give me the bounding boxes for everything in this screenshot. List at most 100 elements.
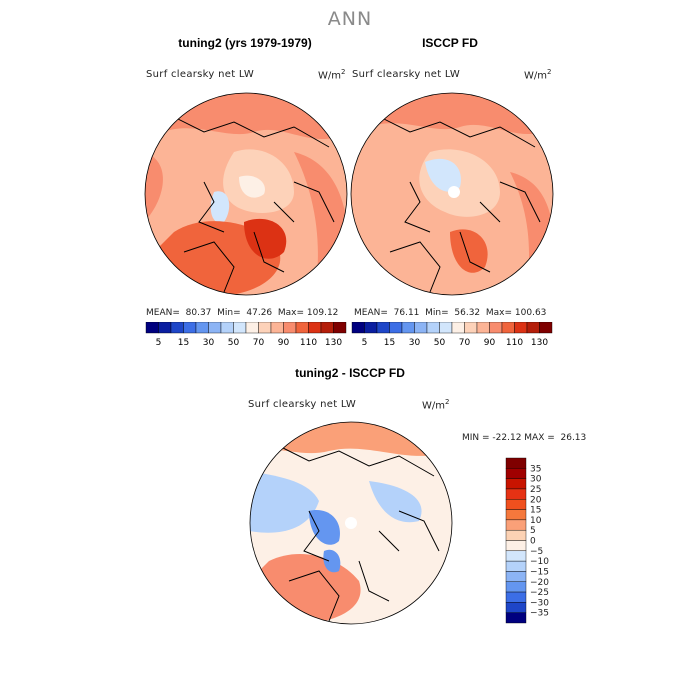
panel3-field-canada xyxy=(250,471,319,533)
panel2-colorbar: 5 15 30 50 70 90 110 130 xyxy=(351,322,553,348)
panel3-colorbar-swatch xyxy=(505,509,527,521)
panel3-colorbar-swatch xyxy=(505,519,527,531)
panel3-coastlines xyxy=(268,440,440,622)
panel2-field-cold xyxy=(425,158,461,192)
panel3-colorbar-tick-label: −10 xyxy=(530,557,549,567)
panel2-colorbar-tick-label: 15 xyxy=(384,338,395,348)
panel3-colorbar-swatch xyxy=(505,457,527,469)
panel3-colorbar-tick-label: 0 xyxy=(530,537,536,547)
panel1-field-pole xyxy=(239,175,265,198)
panel1-colorbar-tick-label: 130 xyxy=(325,338,342,348)
panel2-colorbar-swatch xyxy=(514,322,528,334)
panel3-colorbar-tick-label: −35 xyxy=(530,609,549,619)
panel3-colorbar-swatch xyxy=(505,602,527,613)
panel3-colorbar-swatch xyxy=(505,499,527,510)
panel1-title: tuning2 (yrs 1979-1979) xyxy=(178,36,312,50)
panel2-colorbar-swatch xyxy=(464,322,478,334)
panel2-colorbar-swatch xyxy=(364,322,378,334)
panel1-map-border xyxy=(144,92,348,296)
panel1-colorbar-swatch xyxy=(308,322,322,334)
panel2-colorbar-tick-label: 110 xyxy=(506,338,523,348)
panel3-colorbar-tick-label: 20 xyxy=(530,495,542,505)
panel1-colorbar-swatch xyxy=(220,322,234,334)
panel2-map xyxy=(350,92,554,296)
panel1-colorbar-tick-label: 50 xyxy=(228,338,240,348)
panel3-map-border xyxy=(249,421,453,625)
panel1-map xyxy=(144,92,348,296)
panel3-field-greenland xyxy=(323,549,341,573)
panel1-colorbar-swatch xyxy=(145,322,159,334)
panel3-colorbar-tick-label: −25 xyxy=(530,588,549,598)
panel1-colorbar-swatch xyxy=(320,322,334,334)
panel3-field-hudson xyxy=(309,510,340,545)
panel3-colorbar-swatch xyxy=(505,529,527,541)
panel1-colorbar-swatch xyxy=(283,322,297,334)
panel1-colorbar-swatch xyxy=(195,322,209,334)
panel1-colorbar-tick-label: 5 xyxy=(156,338,162,348)
panel3-field-siberia xyxy=(369,481,422,523)
panel3-colorbar-swatch xyxy=(505,488,527,500)
panel1-coastlines xyxy=(163,111,335,293)
panel2-colorbar-tick-label: 50 xyxy=(434,338,446,348)
panel1-colorbar-tick-label: 70 xyxy=(253,338,265,348)
panel2-colorbar-swatch xyxy=(376,322,390,334)
panel1-colorbar-tick-label: 30 xyxy=(203,338,215,348)
panel2-colorbar-swatch xyxy=(539,322,553,334)
panel1-colorbar-swatch xyxy=(170,322,184,334)
panel3-colorbar-swatch xyxy=(505,478,527,490)
panel1-colorbar-swatch xyxy=(245,322,259,334)
panel2-colorbar-swatch xyxy=(476,322,490,334)
panel3-colorbar-swatch xyxy=(505,468,527,479)
panel3-colorbar-swatch xyxy=(505,581,527,593)
panel2-colorbar-tick-label: 30 xyxy=(409,338,421,348)
panel1-colorbar-tick-label: 15 xyxy=(178,338,189,348)
panel2-field-greenland xyxy=(450,229,488,273)
panel1-field-greenland xyxy=(244,218,287,259)
panel1-units: W/m2 xyxy=(318,68,346,82)
main-title: ANN xyxy=(327,8,373,30)
panel3-stats: MIN = -22.12 MAX = 26.13 xyxy=(462,433,587,443)
panel3-colorbar-tick-label: −20 xyxy=(530,578,549,588)
panel3-colorbar-tick-label: −15 xyxy=(530,567,549,577)
panel3-colorbar-swatch xyxy=(505,591,527,603)
panel2-colorbar-swatch xyxy=(426,322,440,334)
panel3-colorbar-swatch xyxy=(505,540,527,552)
panel3-units: W/m2 xyxy=(422,398,450,412)
panel3-colorbar-tick-label: 5 xyxy=(530,526,536,536)
panel1-colorbar-swatch xyxy=(258,322,272,334)
panel2-colorbar-swatch xyxy=(489,322,503,334)
panel2-colorbar-swatch xyxy=(389,322,403,334)
panel2-title: ISCCP FD xyxy=(422,36,478,50)
panel3-title: tuning2 - ISCCP FD xyxy=(295,366,405,380)
panel2-colorbar-tick-label: 90 xyxy=(484,338,496,348)
panel2-coastlines xyxy=(369,111,541,293)
panel1-colorbar-swatch xyxy=(208,322,222,334)
panel3-map xyxy=(249,421,453,625)
panel2-map-border xyxy=(350,92,554,296)
panel1-colorbar-tick-label: 90 xyxy=(278,338,290,348)
panel2-units: W/m2 xyxy=(524,68,552,82)
panel3-colorbar-tick-label: 25 xyxy=(530,485,541,495)
panel2-colorbar-tick-label: 130 xyxy=(531,338,548,348)
panel1-stats: MEAN= 80.37 Min= 47.26 Max= 109.12 xyxy=(146,308,339,318)
panel2-colorbar-tick-label: 5 xyxy=(362,338,368,348)
panel3-field-pole xyxy=(345,517,357,529)
panel3-colorbar-swatch xyxy=(505,571,527,582)
panel2-variable: Surf clearsky net LW xyxy=(352,69,461,80)
panel3-colorbar-swatch xyxy=(505,560,527,572)
panel3-colorbar-tick-label: −5 xyxy=(530,547,543,557)
panel2-field-pole xyxy=(448,186,460,198)
panel2-colorbar-tick-label: 70 xyxy=(459,338,471,348)
panel2-colorbar-swatch xyxy=(526,322,540,334)
panel2-colorbar-swatch xyxy=(439,322,453,334)
panel2-colorbar-swatch xyxy=(351,322,365,334)
panel1-variable: Surf clearsky net LW xyxy=(146,69,255,80)
panel1-field-west xyxy=(145,152,163,222)
panel3-colorbar-tick-label: 15 xyxy=(530,506,541,516)
panel2-stats: MEAN= 76.11 Min= 56.32 Max= 100.63 xyxy=(354,308,547,318)
panel3-colorbar-tick-label: −30 xyxy=(530,598,549,608)
panel3-colorbar-swatch xyxy=(505,612,527,624)
panel1-colorbar-swatch xyxy=(333,322,347,334)
panel1-colorbar-swatch xyxy=(158,322,172,334)
